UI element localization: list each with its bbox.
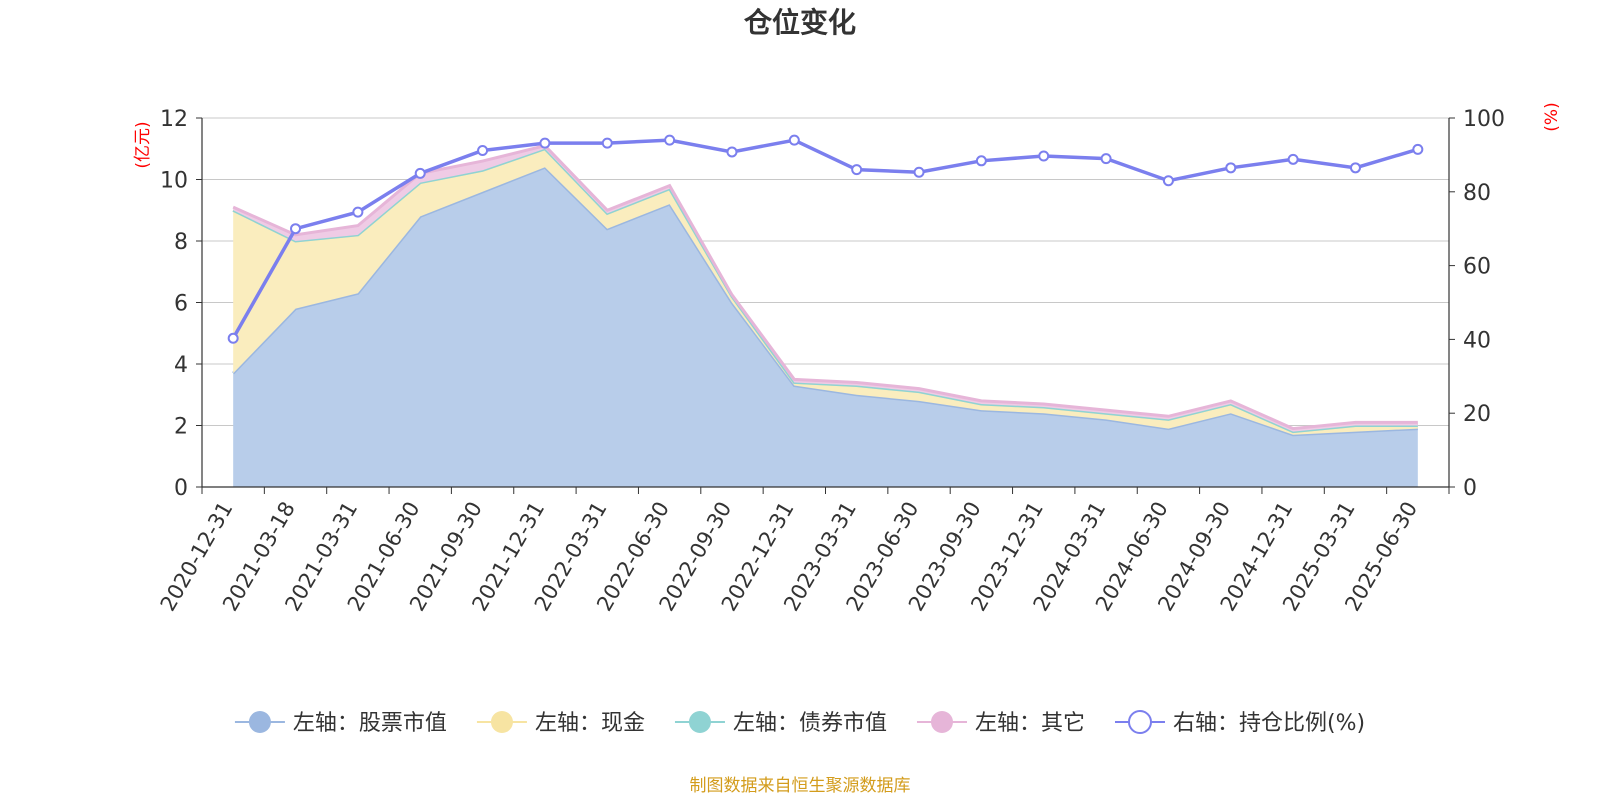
legend-label: 左轴：股票市值 [293, 711, 447, 736]
right-axis-unit: (%) [1542, 102, 1562, 131]
ratio-point [1038, 150, 1050, 162]
ratio-point [1225, 162, 1237, 174]
right-axis-tick-label: 0 [1463, 476, 1477, 501]
ratio-point [539, 137, 551, 149]
ratio-point [227, 332, 239, 344]
legend-item: 左轴：其它 [916, 711, 1085, 736]
legend-label: 左轴：其它 [975, 711, 1085, 736]
area-左轴-股票市值 [233, 167, 1418, 487]
left-axis-tick-label: 6 [174, 292, 188, 317]
legend: 左轴：股票市值 左轴：现金 左轴：债券市值 左轴：其它 右轴：持仓比例(%) [234, 710, 1365, 736]
legend-item: 右轴：持仓比例(%) [1114, 710, 1365, 736]
ratio-point [913, 166, 925, 178]
legend-marker-dot [930, 711, 953, 733]
legend-item: 左轴：债券市值 [674, 711, 887, 736]
ratio-point [352, 206, 364, 218]
right-axis-tick-label: 80 [1463, 181, 1491, 206]
legend-marker-dot [248, 711, 271, 733]
right-axis-tick-label: 60 [1463, 255, 1491, 280]
ratio-point [290, 223, 302, 235]
ratio-point [788, 134, 800, 146]
legend-item: 左轴：股票市值 [234, 711, 447, 736]
right-axis-tick-label: 20 [1463, 402, 1491, 427]
legend-label: 左轴：债券市值 [733, 711, 887, 736]
data-source-note: 制图数据来自恒生聚源数据库 [690, 776, 911, 796]
ratio-point [1100, 153, 1112, 165]
left-axis-tick-label: 4 [174, 353, 188, 378]
legend-item: 左轴：现金 [476, 711, 645, 736]
ratio-point [1162, 175, 1174, 187]
left-axis-tick-label: 2 [174, 415, 188, 440]
ratio-point [664, 134, 676, 146]
ratio-point [851, 164, 863, 176]
legend-marker-dot [490, 711, 513, 733]
left-axis-unit: (亿元) [133, 121, 153, 168]
ratio-point [726, 146, 738, 158]
ratio-line-path [231, 138, 1419, 340]
right-axis-tick-label: 100 [1463, 107, 1505, 132]
ratio-point [601, 137, 613, 149]
right-axis-tick-label: 40 [1463, 328, 1491, 353]
legend-marker-dot [1127, 710, 1152, 734]
ratio-point [975, 155, 987, 167]
ratio-point [1287, 153, 1299, 165]
legend-label: 右轴：持仓比例(%) [1173, 711, 1365, 736]
ratio-point [1412, 143, 1424, 155]
ratio-line [227, 134, 1424, 344]
stacked-areas [232, 144, 1418, 487]
ratio-point [1349, 162, 1361, 174]
chart-title: 仓位变化 [744, 6, 856, 39]
left-axis-tick-label: 10 [160, 169, 188, 194]
ratio-point [477, 144, 489, 156]
left-axis-tick-label: 12 [160, 107, 188, 132]
legend-label: 左轴：现金 [535, 711, 645, 736]
legend-marker-dot [688, 711, 711, 733]
left-axis-tick-label: 0 [174, 476, 188, 501]
ratio-point [414, 167, 426, 179]
left-axis-tick-label: 8 [174, 230, 188, 255]
